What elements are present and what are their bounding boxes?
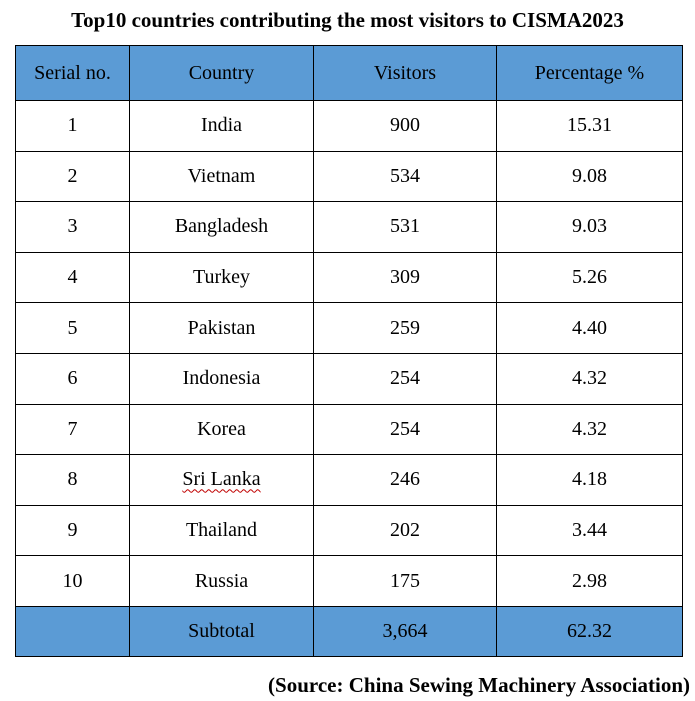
serial-cell: 1 xyxy=(15,100,130,152)
table-title: Top10 countries contributing the most vi… xyxy=(71,8,624,32)
serial-cell: 7 xyxy=(15,403,130,456)
visitors-table: Serial no. Country Visitors Percentage %… xyxy=(15,45,683,657)
table-row: 5 Pakistan 259 4.40 xyxy=(15,302,683,354)
visitors-cell: 259 xyxy=(313,302,497,354)
header-percentage: Percentage % xyxy=(496,45,683,101)
serial-cell: 6 xyxy=(15,352,130,405)
table-row: 8 Sri Lanka 246 4.18 xyxy=(15,454,683,506)
table-row: 2 Vietnam 534 9.08 xyxy=(15,150,683,203)
country-cell: Vietnam xyxy=(129,150,314,203)
serial-cell: 2 xyxy=(15,150,130,203)
country-cell: India xyxy=(129,100,314,152)
percentage-cell: 4.18 xyxy=(496,454,683,506)
percentage-cell: 9.08 xyxy=(496,150,683,203)
visitors-cell: 900 xyxy=(313,100,497,152)
serial-cell: 5 xyxy=(15,302,130,354)
country-text-spellcheck: Sri Lanka xyxy=(182,468,261,491)
percentage-cell: 4.40 xyxy=(496,302,683,354)
serial-cell: 8 xyxy=(15,454,130,506)
header-country: Country xyxy=(129,45,314,101)
serial-cell: 9 xyxy=(15,504,130,557)
subtotal-label-cell: Subtotal xyxy=(129,605,314,657)
visitors-cell: 309 xyxy=(313,251,497,304)
visitors-cell: 246 xyxy=(313,454,497,506)
percentage-cell: 4.32 xyxy=(496,403,683,456)
country-cell: Pakistan xyxy=(129,302,314,354)
country-cell: Turkey xyxy=(129,251,314,304)
table-row: 4 Turkey 309 5.26 xyxy=(15,251,683,304)
visitors-cell: 534 xyxy=(313,150,497,203)
subtotal-percentage-cell: 62.32 xyxy=(496,605,683,657)
table-row: 9 Thailand 202 3.44 xyxy=(15,504,683,557)
header-visitors: Visitors xyxy=(313,45,497,101)
country-cell: Korea xyxy=(129,403,314,456)
visitors-cell: 254 xyxy=(313,352,497,405)
table-row: 7 Korea 254 4.32 xyxy=(15,403,683,456)
serial-cell: 3 xyxy=(15,201,130,253)
percentage-cell: 2.98 xyxy=(496,555,683,607)
visitors-cell: 175 xyxy=(313,555,497,607)
visitors-cell: 531 xyxy=(313,201,497,253)
subtotal-visitors-cell: 3,664 xyxy=(313,605,497,657)
percentage-cell: 4.32 xyxy=(496,352,683,405)
percentage-cell: 9.03 xyxy=(496,201,683,253)
visitors-cell: 254 xyxy=(313,403,497,456)
table-row: 6 Indonesia 254 4.32 xyxy=(15,352,683,405)
table-row: 10 Russia 175 2.98 xyxy=(15,555,683,607)
source-note: (Source: China Sewing Machinery Associat… xyxy=(268,673,690,697)
percentage-cell: 15.31 xyxy=(496,100,683,152)
country-cell: Indonesia xyxy=(129,352,314,405)
country-cell: Russia xyxy=(129,555,314,607)
table-row: 1 India 900 15.31 xyxy=(15,100,683,152)
country-cell: Sri Lanka xyxy=(129,454,314,506)
country-cell: Thailand xyxy=(129,504,314,557)
serial-cell: 4 xyxy=(15,251,130,304)
subtotal-serial-cell xyxy=(15,605,130,657)
header-row: Serial no. Country Visitors Percentage % xyxy=(15,45,683,101)
visitors-cell: 202 xyxy=(313,504,497,557)
country-cell: Bangladesh xyxy=(129,201,314,253)
header-serial-no: Serial no. xyxy=(15,45,130,101)
serial-cell: 10 xyxy=(15,555,130,607)
table-row: 3 Bangladesh 531 9.03 xyxy=(15,201,683,253)
percentage-cell: 3.44 xyxy=(496,504,683,557)
subtotal-row: Subtotal 3,664 62.32 xyxy=(15,605,683,657)
percentage-cell: 5.26 xyxy=(496,251,683,304)
